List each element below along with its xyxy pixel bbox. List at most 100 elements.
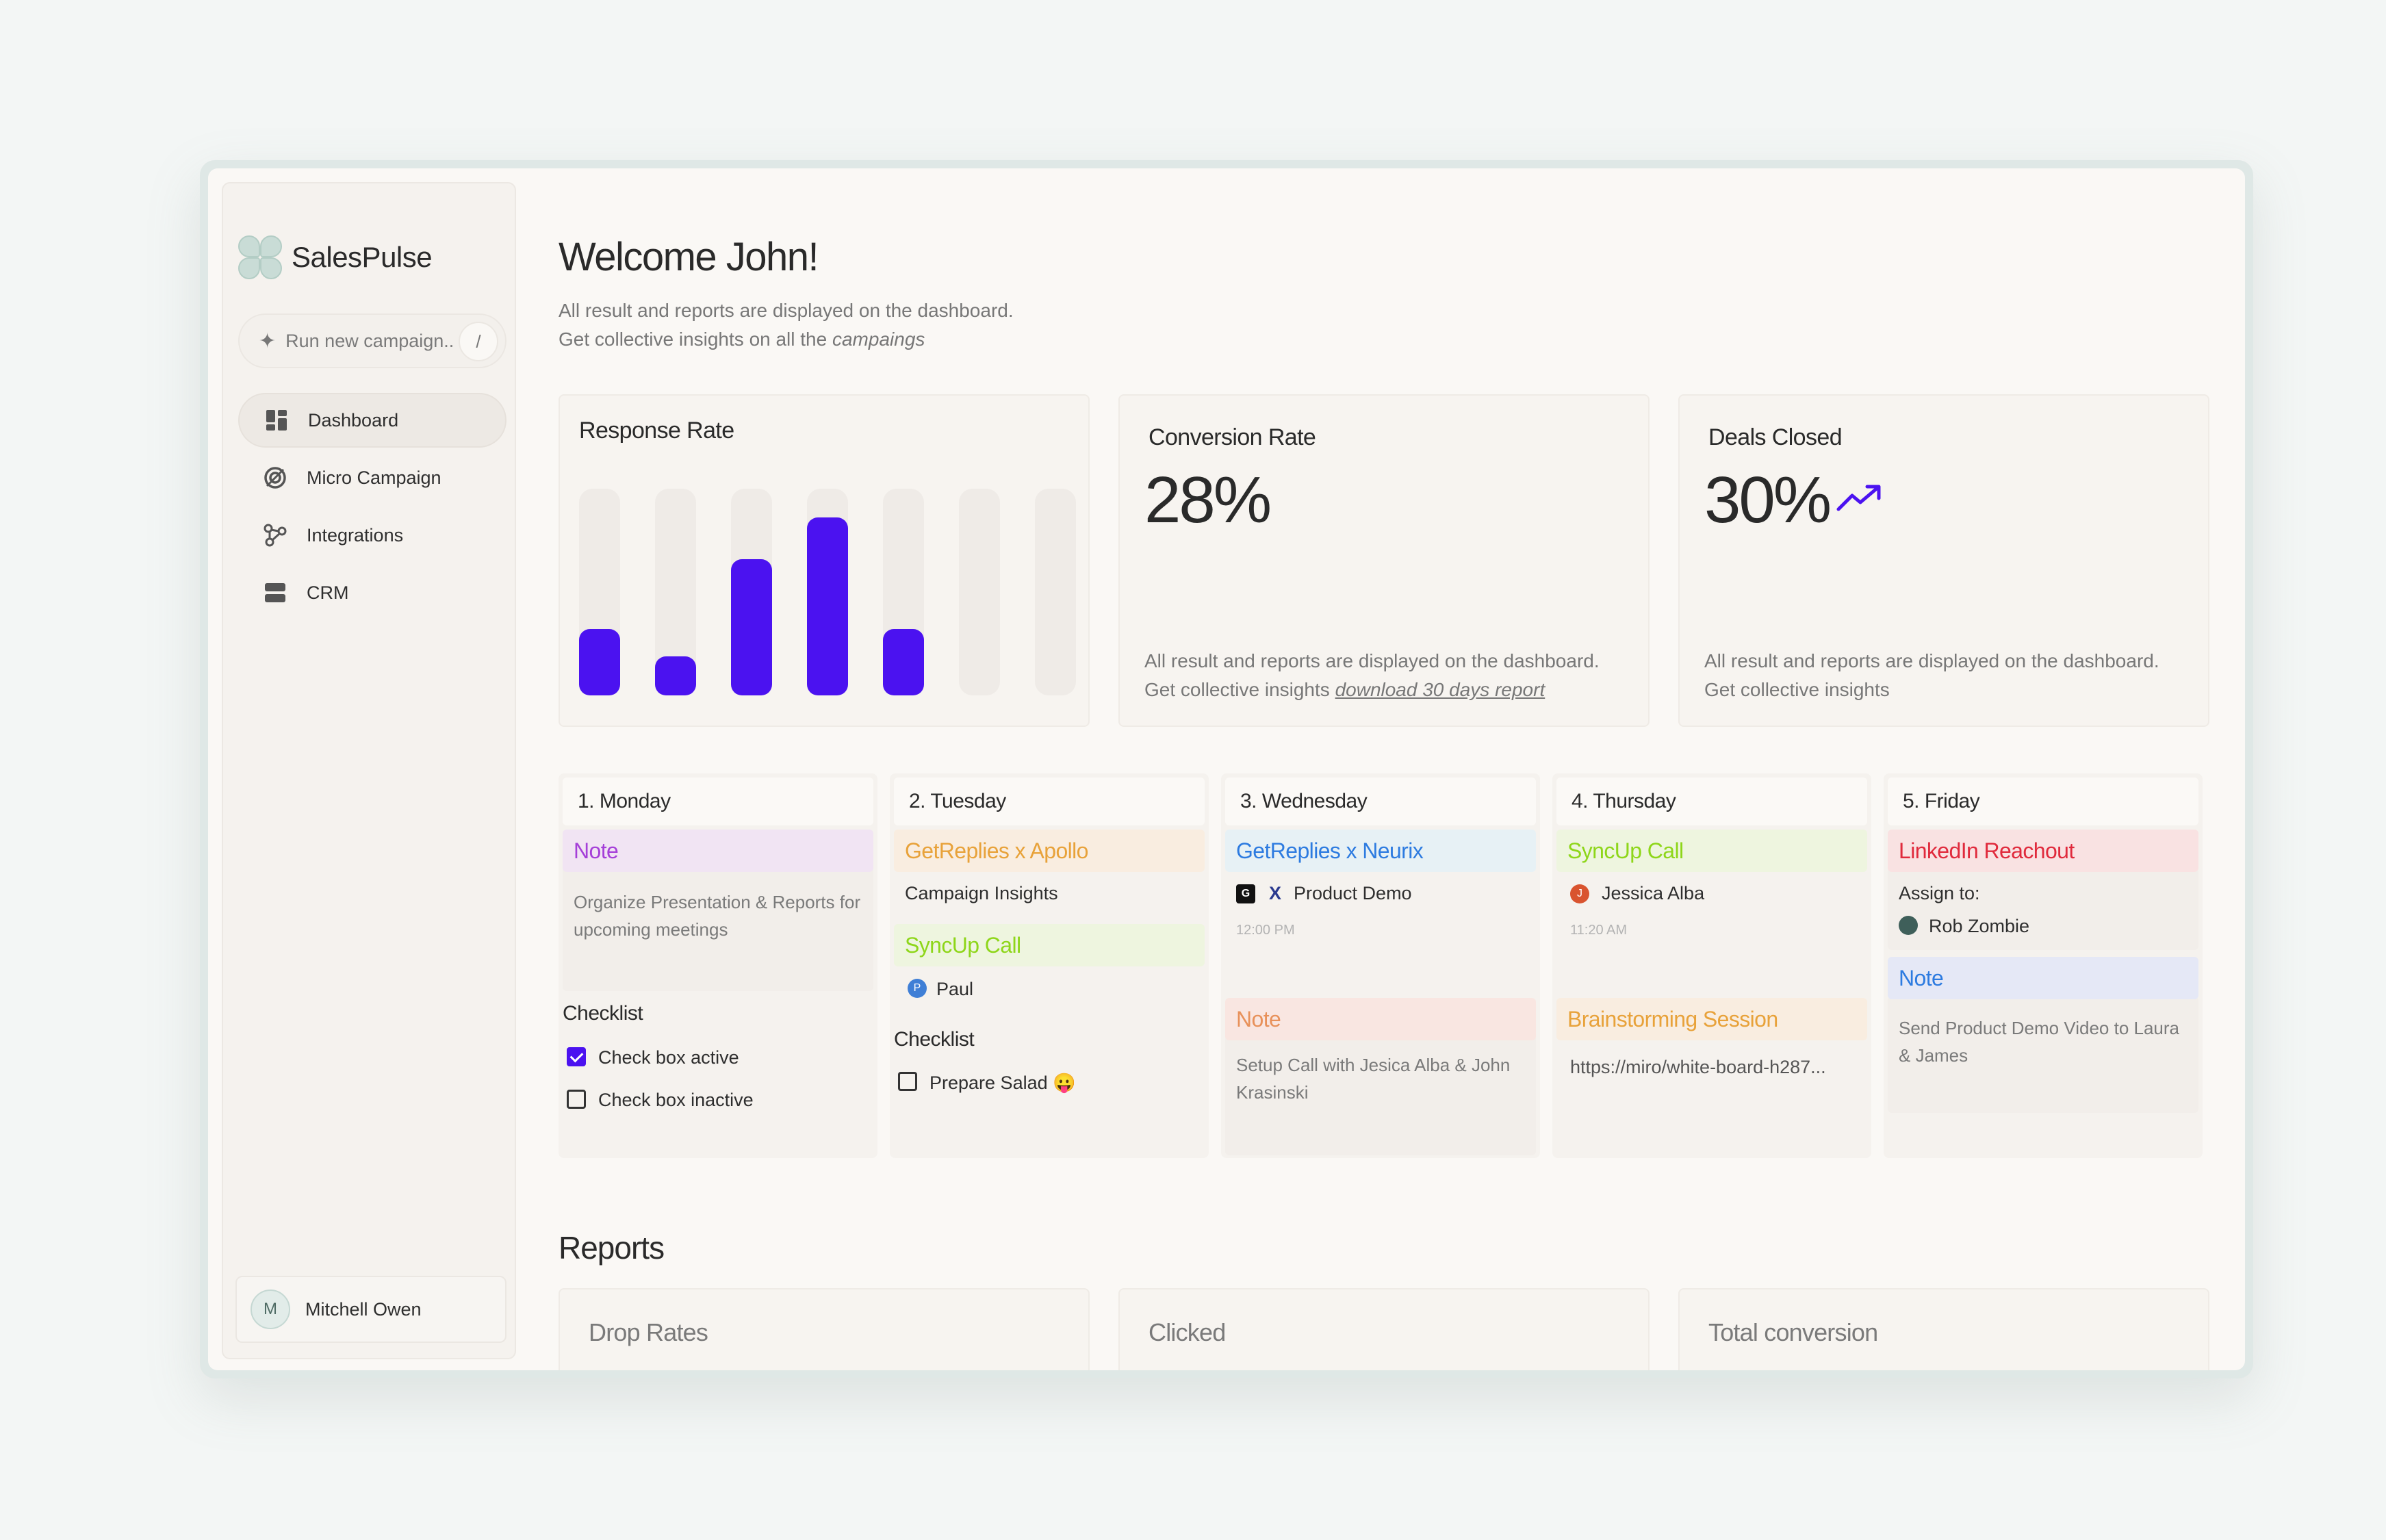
sidebar-item-dashboard[interactable]: Dashboard	[238, 393, 506, 448]
report-card-title: Drop Rates	[589, 1318, 708, 1346]
deals-closed-card: Deals Closed 30% All result and reports …	[1678, 394, 2209, 727]
day-header: 4. Thursday	[1556, 778, 1867, 825]
event-tag[interactable]: GetReplies x Apollo	[894, 830, 1205, 872]
day-column-friday: 5. Friday LinkedIn Reachout Assign to: R…	[1884, 773, 2203, 1158]
checklist-title: Checklist	[894, 1028, 975, 1051]
report-card-title: Clicked	[1149, 1318, 1226, 1346]
card-description: All result and reports are displayed on …	[1144, 650, 1600, 671]
download-report-link[interactable]: download 30 days report	[1335, 679, 1545, 700]
checkbox-label: Prepare Salad 😛	[929, 1073, 1076, 1093]
sidebar-item-label: CRM	[307, 582, 349, 603]
brand-name: SalesPulse	[292, 241, 433, 273]
note-text: Send Product Demo Video to Laura & James	[1899, 1018, 2180, 1066]
sidebar-item-label: Integrations	[307, 524, 404, 546]
conversion-rate-card: Conversion Rate 28% All result and repor…	[1118, 394, 1650, 727]
sidebar-item-integrations[interactable]: Integrations	[238, 508, 506, 563]
sparkle-icon: ✦	[259, 329, 277, 352]
day-column-thursday: 4. Thursday SyncUp Call J Jessica Alba 1…	[1552, 773, 1871, 1158]
card-description: Get collective insights	[1704, 679, 1890, 700]
day-header: 3. Wednesday	[1225, 778, 1536, 825]
sidebar: SalesPulse ✦ Run new campaign.. / Dashbo…	[222, 182, 516, 1359]
person-name: Paul	[936, 979, 974, 999]
note-tag[interactable]: Note	[1225, 998, 1536, 1040]
checklist-title: Checklist	[563, 1002, 643, 1025]
bar-track	[579, 489, 620, 695]
note-body	[1888, 997, 2198, 1113]
bar-track	[807, 489, 848, 695]
checkbox-active[interactable]	[567, 1047, 586, 1066]
note-text: Setup Call with Jesica Alba & John Krasi…	[1236, 1055, 1511, 1103]
sidebar-item-crm[interactable]: CRM	[238, 565, 506, 620]
assign-label: Assign to:	[1899, 883, 1980, 903]
person-name: Jessica Alba	[1602, 883, 1705, 903]
card-title: Deals Closed	[1708, 424, 1843, 450]
card-description: Get collective insights download 30 days…	[1144, 679, 1545, 700]
event-tag[interactable]: GetReplies x Neurix	[1225, 830, 1536, 872]
day-header: 2. Tuesday	[894, 778, 1205, 825]
crm-icon	[261, 579, 289, 606]
avatar: J	[1570, 884, 1589, 903]
event-time: 12:00 PM	[1236, 923, 1295, 938]
note-tag[interactable]: Note	[1888, 957, 2198, 999]
bar-track	[731, 489, 772, 695]
day-column-monday: 1. Monday Note Organize Presentation & R…	[559, 773, 877, 1158]
event-text: Product Demo	[1294, 883, 1412, 903]
note-tag[interactable]: Note	[563, 830, 873, 872]
report-card-total-conversion[interactable]: Total conversion	[1678, 1288, 2209, 1370]
event-tag[interactable]: Brainstorming Session	[1556, 998, 1867, 1040]
note-text: Organize Presentation & Reports for upco…	[574, 892, 861, 940]
sidebar-item-label: Dashboard	[308, 409, 399, 431]
brand[interactable]: SalesPulse	[238, 235, 433, 279]
checkbox-inactive[interactable]	[567, 1090, 586, 1109]
dashboard-icon	[263, 407, 290, 434]
main-content: Welcome John! All result and reports are…	[559, 168, 2245, 1370]
bar-track	[655, 489, 696, 695]
shortcut-badge: /	[459, 322, 498, 361]
event-tag[interactable]: SyncUp Call	[894, 924, 1205, 966]
run-campaign-placeholder: Run new campaign..	[285, 330, 454, 351]
report-card-clicked[interactable]: Clicked	[1118, 1288, 1650, 1370]
day-column-tuesday: 2. Tuesday GetReplies x Apollo Campaign …	[890, 773, 1209, 1158]
deals-closed-value: 30%	[1704, 463, 1832, 537]
bar[interactable]	[579, 629, 620, 695]
bar-track	[959, 489, 1000, 695]
sidebar-item-micro-campaign[interactable]: Micro Campaign	[238, 450, 506, 505]
app-frame: SalesPulse ✦ Run new campaign.. / Dashbo…	[200, 160, 2253, 1378]
event-tag[interactable]: SyncUp Call	[1556, 830, 1867, 872]
checkbox-inactive[interactable]	[898, 1072, 917, 1091]
day-header: 5. Friday	[1888, 778, 2198, 825]
page-subtitle-line1: All result and reports are displayed on …	[559, 300, 1014, 321]
bar[interactable]	[807, 517, 848, 695]
campaign-icon	[261, 464, 289, 491]
card-title: Response Rate	[579, 418, 734, 444]
event-body	[1888, 868, 2198, 950]
event-text: Campaign Insights	[905, 883, 1058, 903]
bar[interactable]	[883, 629, 924, 695]
page-title: Welcome John!	[559, 235, 819, 279]
bar[interactable]	[731, 559, 772, 695]
integrations-icon	[261, 522, 289, 549]
day-column-wednesday: 3. Wednesday GetReplies x Neurix G X Pro…	[1221, 773, 1540, 1158]
run-campaign-input[interactable]: ✦ Run new campaign.. /	[238, 313, 506, 368]
trend-up-icon	[1836, 485, 1881, 511]
reports-title: Reports	[559, 1230, 665, 1266]
bar[interactable]	[655, 656, 696, 695]
avatar: M	[251, 1289, 290, 1329]
sidebar-item-label: Micro Campaign	[307, 467, 441, 488]
event-time: 11:20 AM	[1570, 923, 1628, 938]
avatar	[1899, 916, 1918, 935]
report-card-title: Total conversion	[1708, 1318, 1878, 1346]
whiteboard-link[interactable]: https://miro/white-board-h287...	[1570, 1057, 1826, 1077]
event-tag[interactable]: LinkedIn Reachout	[1888, 830, 2198, 872]
note-body	[563, 868, 873, 991]
conversion-rate-value: 28%	[1144, 463, 1272, 537]
report-card-drop-rates[interactable]: Drop Rates	[559, 1288, 1090, 1370]
brand-logo-icon	[238, 235, 282, 279]
user-name: Mitchell Owen	[305, 1298, 422, 1320]
user-profile[interactable]: M Mitchell Owen	[235, 1276, 506, 1343]
checkbox-label: Check box inactive	[598, 1090, 754, 1110]
neurix-logo-icon: X	[1269, 883, 1282, 903]
page-subtitle-line2: Get collective insights on all the campa…	[559, 329, 925, 350]
card-title: Conversion Rate	[1149, 424, 1316, 450]
response-rate-card: Response Rate	[559, 394, 1090, 727]
